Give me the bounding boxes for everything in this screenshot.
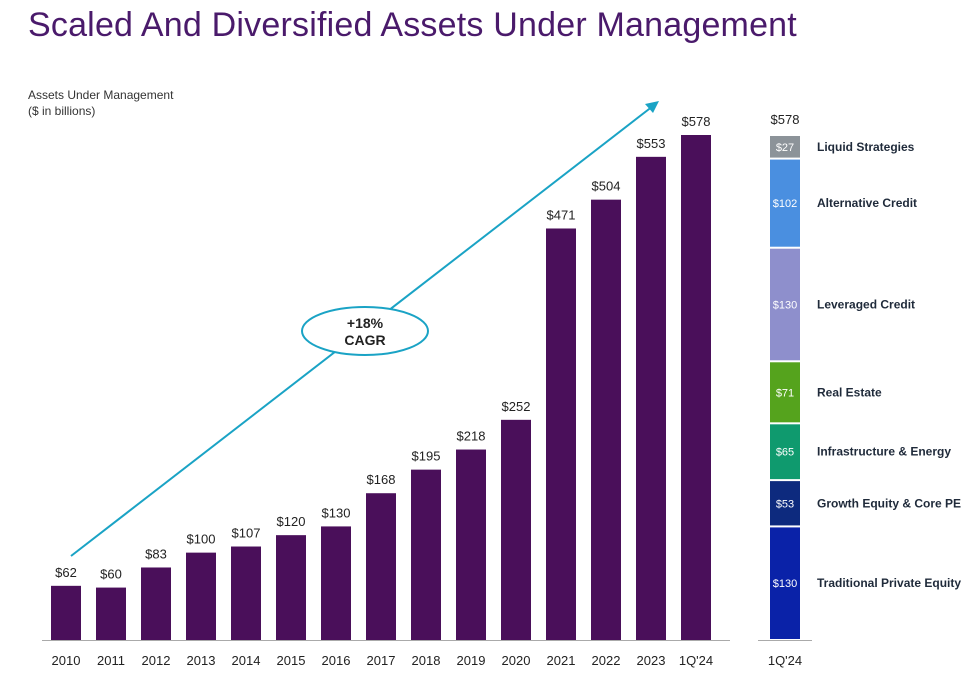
x-tick-label: 2023 bbox=[637, 653, 666, 668]
bar-value-label: $130 bbox=[322, 505, 351, 520]
stacked-segment-value-label: $65 bbox=[776, 447, 794, 459]
x-tick-label: 2021 bbox=[547, 653, 576, 668]
stacked-legend-label: Infrastructure & Energy bbox=[817, 445, 951, 459]
x-tick-label: 2015 bbox=[277, 653, 306, 668]
x-tick-label: 2013 bbox=[187, 653, 216, 668]
x-tick-label: 2012 bbox=[142, 653, 171, 668]
stacked-legend-label: Liquid Strategies bbox=[817, 140, 915, 154]
bar-value-label: $252 bbox=[502, 399, 531, 414]
chart-label-line1: Assets Under Management bbox=[28, 88, 174, 102]
cagr-arrowhead bbox=[645, 101, 659, 113]
bar-value-label: $195 bbox=[412, 449, 441, 464]
x-tick-label: 2020 bbox=[502, 653, 531, 668]
x-tick-label: 2018 bbox=[412, 653, 441, 668]
bar-value-label: $120 bbox=[277, 514, 306, 529]
stacked-legend-label: Real Estate bbox=[817, 385, 882, 399]
x-tick-label: 1Q'24 bbox=[679, 653, 713, 668]
bar-value-label: $60 bbox=[100, 567, 122, 582]
stacked-segment bbox=[770, 159, 800, 247]
stacked-segment bbox=[770, 248, 800, 361]
bar-value-label: $578 bbox=[682, 114, 711, 129]
bar-2021 bbox=[546, 228, 576, 641]
bar-value-label: $62 bbox=[55, 565, 77, 580]
x-tick-label: 2010 bbox=[52, 653, 81, 668]
stacked-segment-value-label: $102 bbox=[773, 198, 797, 210]
bar-value-label: $100 bbox=[187, 532, 216, 547]
cagr-label-line2: CAGR bbox=[344, 332, 385, 348]
bar-2020 bbox=[501, 419, 531, 640]
bar-value-label: $107 bbox=[232, 526, 261, 541]
bar-2014 bbox=[231, 546, 261, 640]
stacked-legend-label: Traditional Private Equity bbox=[817, 576, 961, 590]
chart-label: Assets Under Management ($ in billions) bbox=[28, 87, 173, 119]
bar-value-label: $83 bbox=[145, 546, 167, 561]
bar-2019 bbox=[456, 449, 486, 640]
bar-2018 bbox=[411, 469, 441, 640]
bar-value-label: $471 bbox=[547, 207, 576, 222]
stacked-segment bbox=[770, 136, 800, 158]
stacked-segment-value-label: $53 bbox=[776, 498, 794, 510]
stacked-total-label: $578 bbox=[771, 112, 800, 127]
bar-2010 bbox=[51, 585, 81, 640]
stacked-segment bbox=[770, 362, 800, 423]
x-tick-label: 2022 bbox=[592, 653, 621, 668]
x-tick-label: 2011 bbox=[97, 653, 125, 668]
stacked-segment bbox=[770, 481, 800, 526]
bar-value-label: $168 bbox=[367, 472, 396, 487]
bar-2015 bbox=[276, 535, 306, 640]
stacked-segment bbox=[770, 527, 800, 639]
page-title: Scaled And Diversified Assets Under Mana… bbox=[28, 6, 797, 44]
stacked-x-tick-label: 1Q'24 bbox=[768, 653, 802, 668]
stacked-legend-label: Leveraged Credit bbox=[817, 297, 915, 311]
x-tick-label: 2019 bbox=[457, 653, 486, 668]
bar-1Q'24 bbox=[681, 135, 711, 640]
bar-value-label: $553 bbox=[637, 136, 666, 151]
stacked-legend-label: Alternative Credit bbox=[817, 196, 917, 210]
bar-2017 bbox=[366, 493, 396, 640]
stacked-legend-label: Growth Equity & Core PE bbox=[817, 496, 961, 510]
x-tick-label: 2014 bbox=[232, 653, 261, 668]
bar-value-label: $504 bbox=[592, 179, 621, 194]
bar-2016 bbox=[321, 526, 351, 640]
bar-2012 bbox=[141, 567, 171, 640]
bar-2023 bbox=[636, 156, 666, 640]
chart-label-line2: ($ in billions) bbox=[28, 104, 96, 118]
stacked-segment-value-label: $130 bbox=[773, 578, 797, 590]
x-tick-label: 2016 bbox=[322, 653, 351, 668]
stacked-segment-value-label: $27 bbox=[776, 142, 794, 154]
bar-2011 bbox=[96, 587, 126, 640]
bar-value-label: $218 bbox=[457, 429, 486, 444]
cagr-ellipse bbox=[301, 306, 429, 356]
cagr-label-line1: +18% bbox=[347, 315, 384, 331]
stacked-segment-value-label: $71 bbox=[776, 387, 794, 399]
bar-2022 bbox=[591, 199, 621, 640]
bar-2013 bbox=[186, 552, 216, 640]
stacked-segment bbox=[770, 424, 800, 480]
stacked-segment-value-label: $130 bbox=[773, 299, 797, 311]
x-tick-label: 2017 bbox=[367, 653, 396, 668]
